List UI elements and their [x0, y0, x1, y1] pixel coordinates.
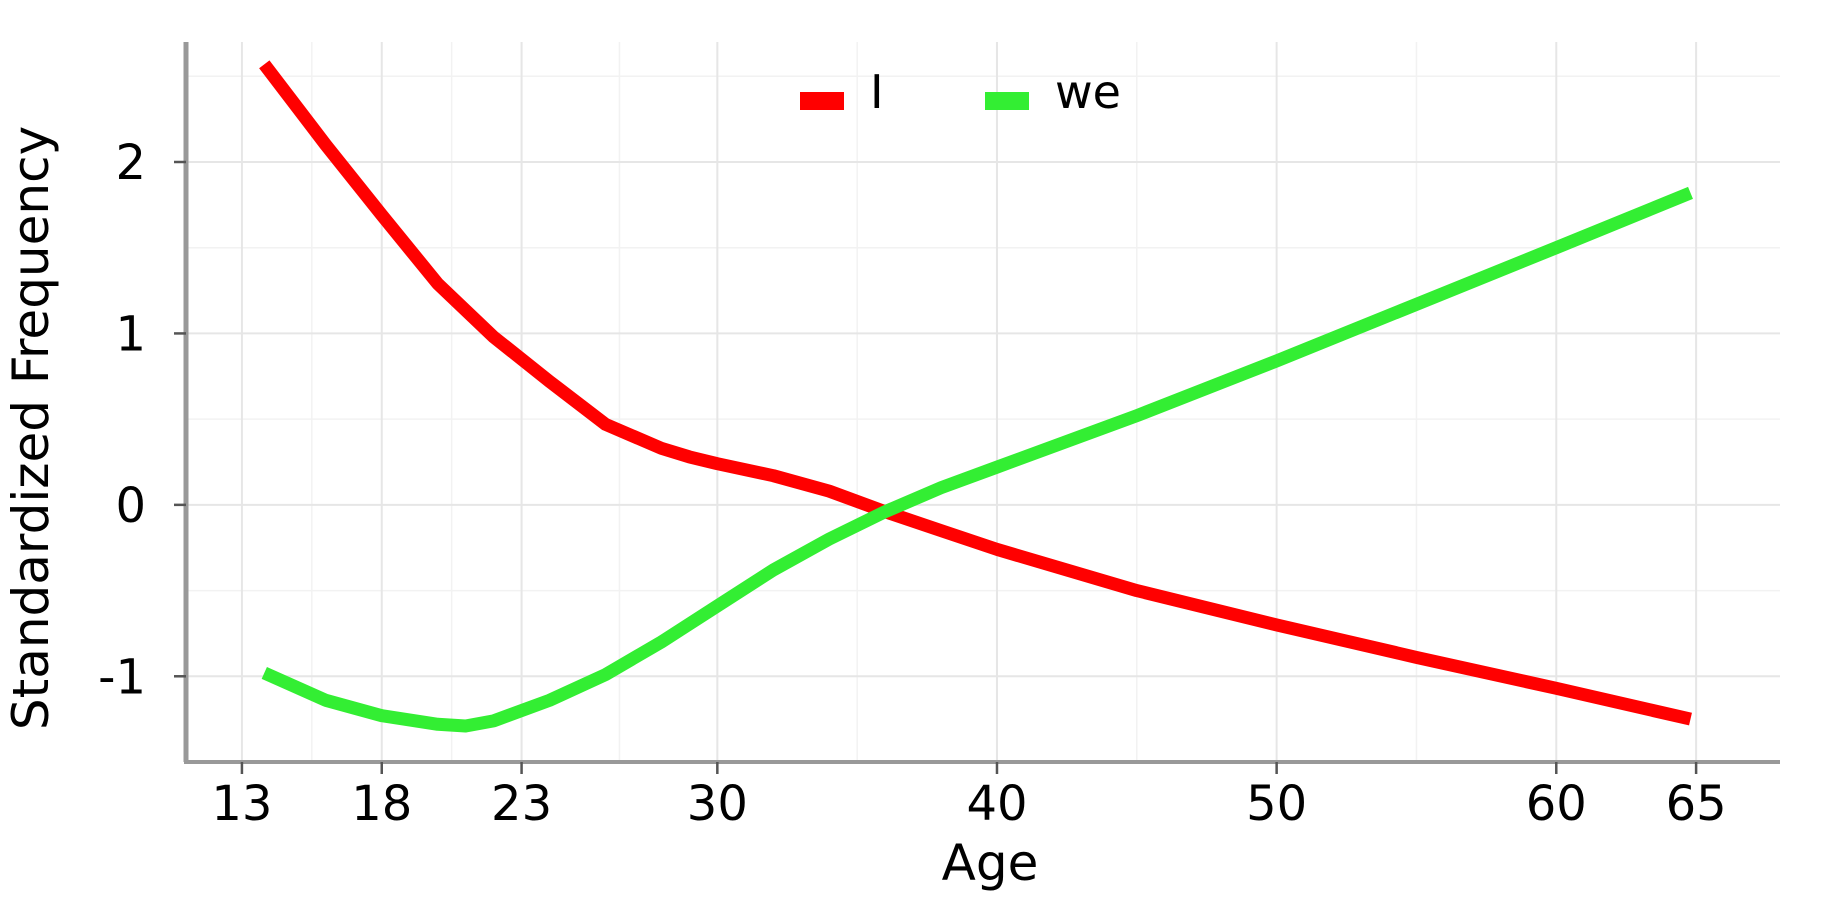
y-tick-label: -1	[98, 649, 146, 705]
x-tick-label: 60	[1526, 776, 1587, 832]
x-tick-label: 50	[1246, 776, 1307, 832]
legend-swatch-we	[985, 92, 1029, 110]
y-tick-label: 0	[115, 478, 146, 534]
x-tick-label: 18	[351, 776, 412, 832]
x-tick-label: 30	[687, 776, 748, 832]
y-axis-label: Standardized Frequency	[2, 126, 60, 730]
legend-label-we: we	[1055, 65, 1121, 119]
series-lines	[259, 60, 1693, 733]
tick-marks	[174, 160, 1698, 774]
series-line-we	[261, 186, 1693, 733]
x-tick-label: 40	[966, 776, 1027, 832]
axes	[183, 42, 1780, 764]
minor-grid	[186, 42, 1780, 762]
x-tick-labels: 13 18 23 30 40 50 60 65	[211, 776, 1726, 832]
legend-swatch-i	[800, 92, 844, 110]
x-tick-label: 13	[211, 776, 272, 832]
y-tick-label: 1	[115, 306, 146, 362]
y-tick-labels: 2 1 0 -1	[98, 135, 146, 705]
x-axis-label: Age	[942, 834, 1039, 892]
x-tick-label: 23	[491, 776, 552, 832]
series-line-i	[259, 60, 1692, 726]
major-grid	[186, 42, 1780, 762]
x-tick-label: 65	[1666, 776, 1727, 832]
legend-label-i: I	[870, 65, 884, 119]
y-tick-label: 2	[115, 135, 146, 191]
